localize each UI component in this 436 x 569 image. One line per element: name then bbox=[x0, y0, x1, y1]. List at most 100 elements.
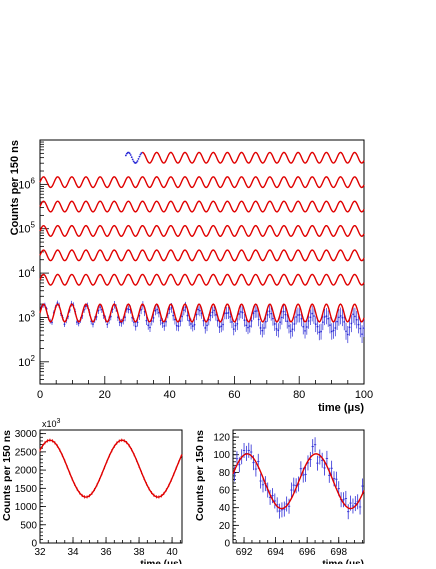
data-point bbox=[254, 310, 257, 313]
data-point bbox=[268, 310, 271, 313]
data-point bbox=[354, 315, 356, 318]
data-fragment-top bbox=[124, 151, 143, 164]
data-point bbox=[135, 161, 138, 164]
data-point bbox=[198, 309, 201, 312]
data-point bbox=[247, 326, 249, 329]
y-tick-label: 40 bbox=[219, 503, 231, 514]
zoom-late-panel: 692 694 696 698 0 20 40 60 80 100 120 time (μs) Coun… bbox=[194, 429, 365, 569]
data-point bbox=[239, 310, 242, 313]
data-point bbox=[264, 320, 267, 323]
data-point bbox=[193, 323, 196, 326]
data-point bbox=[238, 313, 240, 315]
data-point bbox=[329, 324, 331, 327]
data-point bbox=[270, 312, 273, 315]
data-point bbox=[273, 323, 276, 325]
y-tick-label: 105 bbox=[18, 221, 35, 236]
x-tick-label: 80 bbox=[293, 389, 305, 401]
x-axis-label: time (μs) bbox=[318, 402, 364, 414]
data-point bbox=[243, 319, 246, 322]
data-point bbox=[297, 314, 299, 316]
data-point bbox=[197, 308, 200, 311]
data-point bbox=[250, 320, 253, 322]
data-point bbox=[300, 317, 303, 320]
y-axis-label: Counts per 150 ns bbox=[1, 430, 13, 521]
data-point bbox=[259, 327, 262, 329]
data-point bbox=[295, 316, 298, 318]
data-point bbox=[346, 333, 349, 336]
data-point bbox=[206, 324, 208, 327]
data-point bbox=[220, 325, 223, 328]
data-point bbox=[337, 316, 340, 319]
data-point bbox=[286, 320, 289, 323]
data-point bbox=[179, 320, 182, 323]
data-point bbox=[313, 315, 315, 317]
data-point bbox=[128, 152, 131, 155]
x-tick-label: 694 bbox=[267, 547, 284, 558]
data-point bbox=[350, 322, 353, 325]
data-point bbox=[307, 320, 310, 322]
data-point bbox=[156, 308, 159, 311]
data-point bbox=[336, 320, 339, 323]
data-point bbox=[284, 313, 287, 316]
y-tick-label: 0 bbox=[31, 539, 37, 550]
data-point bbox=[275, 327, 278, 330]
scale-factor-label: x103 bbox=[42, 418, 61, 429]
data-point bbox=[136, 160, 139, 162]
fit-curve-6 bbox=[39, 273, 365, 286]
x-tick-label: 0 bbox=[37, 389, 43, 401]
data-point bbox=[136, 321, 139, 324]
data-point bbox=[218, 326, 221, 328]
data-point bbox=[204, 327, 207, 329]
fit-curve-7 bbox=[39, 303, 365, 323]
data-point bbox=[182, 309, 185, 312]
data-point bbox=[92, 323, 94, 325]
data-point bbox=[229, 316, 232, 318]
data-point bbox=[316, 325, 319, 328]
x-tick-label: 100 bbox=[355, 389, 373, 401]
data-point bbox=[288, 325, 290, 327]
data-point bbox=[359, 327, 362, 330]
data-point bbox=[282, 310, 285, 313]
x-tick-label: 34 bbox=[67, 547, 79, 558]
data-point bbox=[362, 327, 365, 330]
y-tick-label: 100 bbox=[213, 450, 230, 461]
data-point bbox=[163, 325, 166, 327]
fit-curve-2 bbox=[39, 176, 365, 189]
data-point bbox=[188, 319, 191, 322]
x-tick-label: 692 bbox=[236, 547, 253, 558]
data-point bbox=[191, 325, 194, 327]
data-point bbox=[291, 328, 294, 331]
fit-curve-1 bbox=[142, 151, 365, 164]
data-point bbox=[318, 331, 321, 334]
fit-curve bbox=[39, 439, 183, 498]
x-tick-label: 696 bbox=[299, 547, 316, 558]
data-point bbox=[170, 306, 173, 309]
data-point bbox=[334, 327, 337, 329]
data-point bbox=[355, 318, 358, 321]
data-point bbox=[149, 326, 151, 329]
y-tick-label: 80 bbox=[219, 468, 231, 479]
data-point bbox=[181, 315, 183, 318]
data-point bbox=[245, 324, 248, 327]
data-point bbox=[361, 333, 363, 336]
data-point bbox=[216, 319, 219, 322]
data-point bbox=[138, 155, 141, 158]
data-point bbox=[168, 308, 171, 311]
data-point bbox=[231, 321, 233, 323]
data-point bbox=[321, 321, 324, 324]
data-point bbox=[311, 312, 314, 315]
data-point bbox=[227, 311, 230, 314]
data-point bbox=[345, 330, 347, 333]
data-point bbox=[77, 322, 80, 325]
data-point bbox=[327, 317, 330, 320]
data-point bbox=[232, 328, 235, 330]
data-point bbox=[132, 160, 135, 163]
y-tick-label: 0 bbox=[224, 539, 230, 550]
data-point bbox=[124, 316, 126, 319]
data-point bbox=[348, 326, 351, 329]
x-tick-label: 32 bbox=[34, 547, 46, 558]
data-point bbox=[190, 323, 192, 325]
data-point bbox=[298, 314, 301, 316]
